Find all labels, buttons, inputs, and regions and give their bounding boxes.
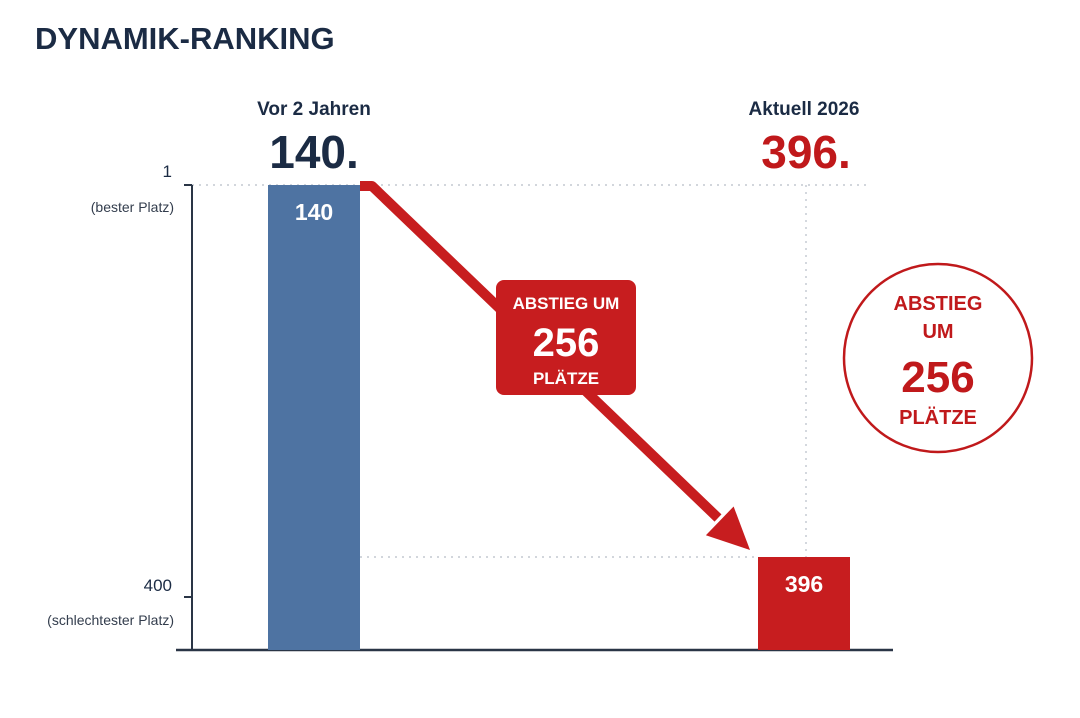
chart-title: DYNAMIK-RANKING [35, 21, 335, 56]
decline-arrow-head-icon [705, 506, 750, 550]
decline-circle-number: 256 [901, 353, 974, 402]
category-label-second: Aktuell 2026 [749, 99, 860, 120]
decline-box-line1: ABSTIEG UM [513, 294, 620, 313]
decline-circle-line4: PLÄTZE [899, 406, 977, 429]
headline-value-second: 396. [761, 126, 851, 178]
decline-box [496, 280, 636, 395]
decline-circle-line1: ABSTIEG [894, 293, 983, 315]
decline-circle-line2: UM [922, 321, 953, 343]
bar-second [758, 557, 850, 650]
y-tick-sub-worst: (schlechtester Platz) [47, 612, 174, 628]
bar-label-second: 396 [785, 571, 823, 597]
headline-value-first: 140. [269, 126, 359, 178]
decline-arrow [360, 181, 722, 522]
category-label-first: Vor 2 Jahren [257, 99, 371, 120]
y-tick-sub-best: (bester Platz) [91, 199, 174, 215]
decline-box-line3: PLÄTZE [533, 369, 599, 388]
bar-label-first: 140 [295, 199, 333, 225]
decline-box-number: 256 [533, 321, 600, 365]
decline-circle [842, 262, 1034, 454]
bar-first [268, 185, 360, 650]
y-tick-label-best: 1 [163, 162, 172, 181]
y-tick-label-worst: 400 [144, 576, 172, 595]
